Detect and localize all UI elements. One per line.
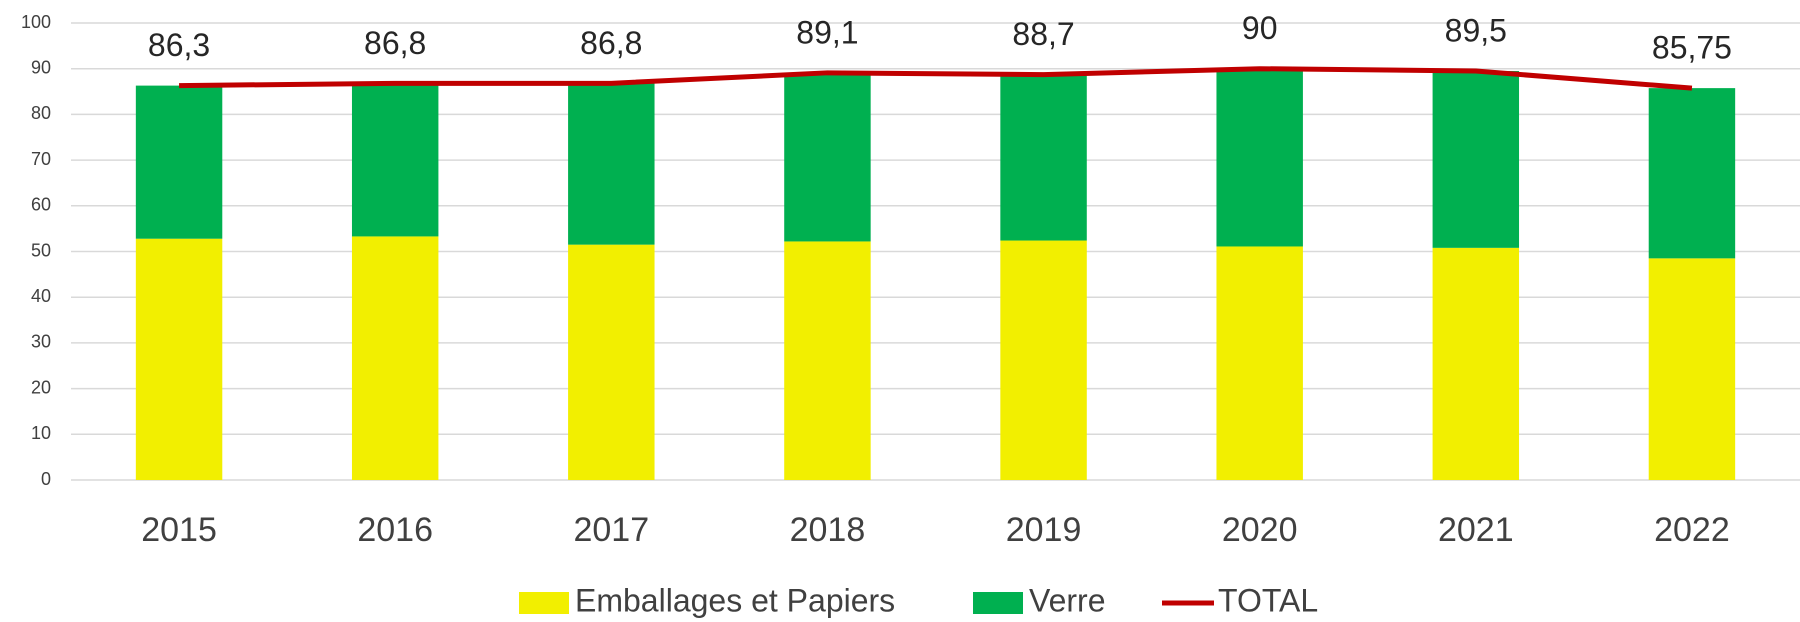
bar-segment: [135, 238, 223, 480]
data-label: 86,8: [580, 25, 642, 61]
bar-segment: [1432, 70, 1520, 248]
y-tick-label: 80: [31, 103, 51, 123]
data-label: 90: [1242, 10, 1278, 46]
bar-segment: [351, 236, 439, 480]
bar-segment: [568, 244, 655, 480]
legend-label: Emballages et Papiers: [575, 582, 895, 618]
y-tick-label: 60: [31, 195, 51, 215]
x-tick-label: 2017: [573, 511, 649, 549]
x-tick-label: 2016: [357, 511, 433, 549]
y-tick-label: 90: [31, 57, 51, 77]
y-tick-label: 100: [21, 12, 51, 32]
legend-swatch: [973, 592, 1023, 614]
x-tick-label: 2015: [141, 511, 217, 549]
x-tick-label: 2020: [1222, 511, 1298, 549]
data-label: 85,75: [1652, 30, 1732, 66]
legend-label: TOTAL: [1218, 582, 1318, 618]
total-line: [179, 66, 1693, 91]
x-tick-label: 2018: [790, 511, 866, 549]
bar-segment: [1216, 68, 1303, 247]
data-label: 86,3: [148, 27, 210, 63]
bar-segment: [135, 85, 223, 239]
bar-segment: [1000, 240, 1087, 480]
bar-segment: [784, 241, 871, 480]
bar-segment: [1648, 258, 1736, 480]
data-label: 89,1: [796, 14, 858, 50]
data-label: 88,7: [1012, 16, 1074, 52]
data-label: 89,5: [1445, 12, 1507, 48]
bar-segment: [1648, 88, 1736, 259]
y-tick-label: 0: [41, 469, 51, 489]
y-tick-label: 10: [31, 423, 51, 443]
bar-segment: [351, 83, 439, 237]
legend-label: Verre: [1029, 582, 1105, 618]
data-label: 86,8: [364, 25, 426, 61]
legend-swatch: [519, 592, 569, 614]
bar-segment: [1000, 74, 1087, 241]
y-tick-label: 30: [31, 332, 51, 352]
bar-segment: [1432, 247, 1520, 480]
x-tick-label: 2022: [1654, 511, 1730, 549]
bar-segment: [568, 83, 655, 245]
bar-segment: [784, 72, 871, 242]
y-tick-label: 40: [31, 286, 51, 306]
x-tick-label: 2021: [1438, 511, 1514, 549]
x-tick-label: 2019: [1006, 511, 1082, 549]
y-tick-label: 20: [31, 377, 51, 397]
bar-segment: [1216, 246, 1303, 480]
y-tick-label: 50: [31, 240, 51, 260]
y-tick-label: 70: [31, 149, 51, 169]
